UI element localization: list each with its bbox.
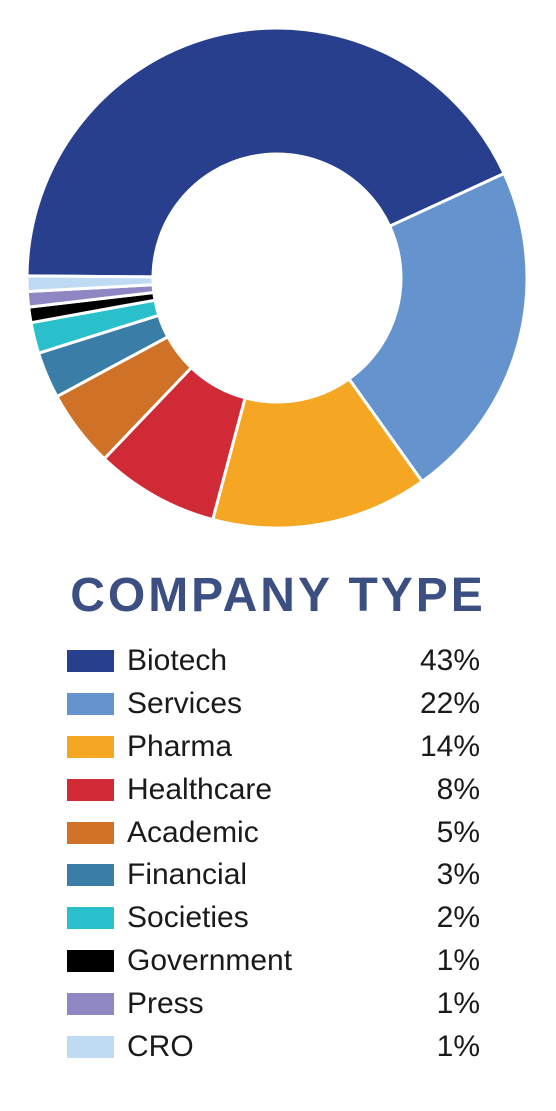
legend-label-healthcare: Healthcare [127,772,273,806]
legend-value-healthcare: 8% [436,772,480,806]
chart-title: COMPANY TYPE [70,569,486,622]
legend-swatch-societies [67,907,114,930]
legend-swatch-pharma [67,735,114,758]
legend-item-press: Press 1% [67,982,497,1025]
legend-value-cro: 1% [436,1029,480,1063]
legend-swatch-academic [67,821,114,844]
legend-label-pharma: Pharma [127,729,233,763]
legend-item-cro: CRO 1% [67,1025,497,1068]
legend-swatch-financial [67,864,114,887]
legend-value-financial: 3% [436,858,480,892]
legend-swatch-press [67,992,114,1015]
legend-swatch-government [67,949,114,972]
legend-value-government: 1% [436,943,480,977]
legend-value-services: 22% [419,687,480,721]
legend-value-societies: 2% [436,901,480,935]
legend-label-services: Services [127,687,243,721]
legend-item-biotech: Biotech 43% [67,640,497,683]
legend-label-cro: CRO [127,1029,194,1063]
legend-item-societies: Societies 2% [67,897,497,940]
slice-services [347,172,529,484]
legend-item-financial: Financial 3% [67,854,497,897]
legend-item-pharma: Pharma 14% [67,726,497,769]
legend-swatch-services [67,693,114,716]
legend-value-pharma: 14% [419,729,480,763]
legend-label-academic: Academic [127,815,259,849]
donut-svg [25,26,529,530]
legend-swatch-healthcare [67,778,114,801]
legend-label-societies: Societies [127,901,249,935]
legend-value-biotech: 43% [419,644,480,678]
legend-item-government: Government 1% [67,940,497,983]
slice-cro [25,274,155,294]
legend-label-biotech: Biotech [127,644,228,678]
legend-label-financial: Financial [127,858,248,892]
legend-label-press: Press [127,986,204,1020]
slice-pharma [211,377,424,530]
legend-item-academic: Academic 5% [67,811,497,854]
slice-biotech [25,26,506,279]
legend-item-services: Services 22% [67,683,497,726]
legend-value-press: 1% [436,986,480,1020]
legend-value-academic: 5% [436,815,480,849]
legend-swatch-biotech [67,650,114,673]
donut-chart [25,26,529,530]
legend-label-government: Government [127,943,293,977]
legend-swatch-cro [67,1035,114,1058]
legend-item-healthcare: Healthcare 8% [67,768,497,811]
legend: Biotech 43% Services 22% Pharma 14% Healthcare… [67,640,497,1068]
